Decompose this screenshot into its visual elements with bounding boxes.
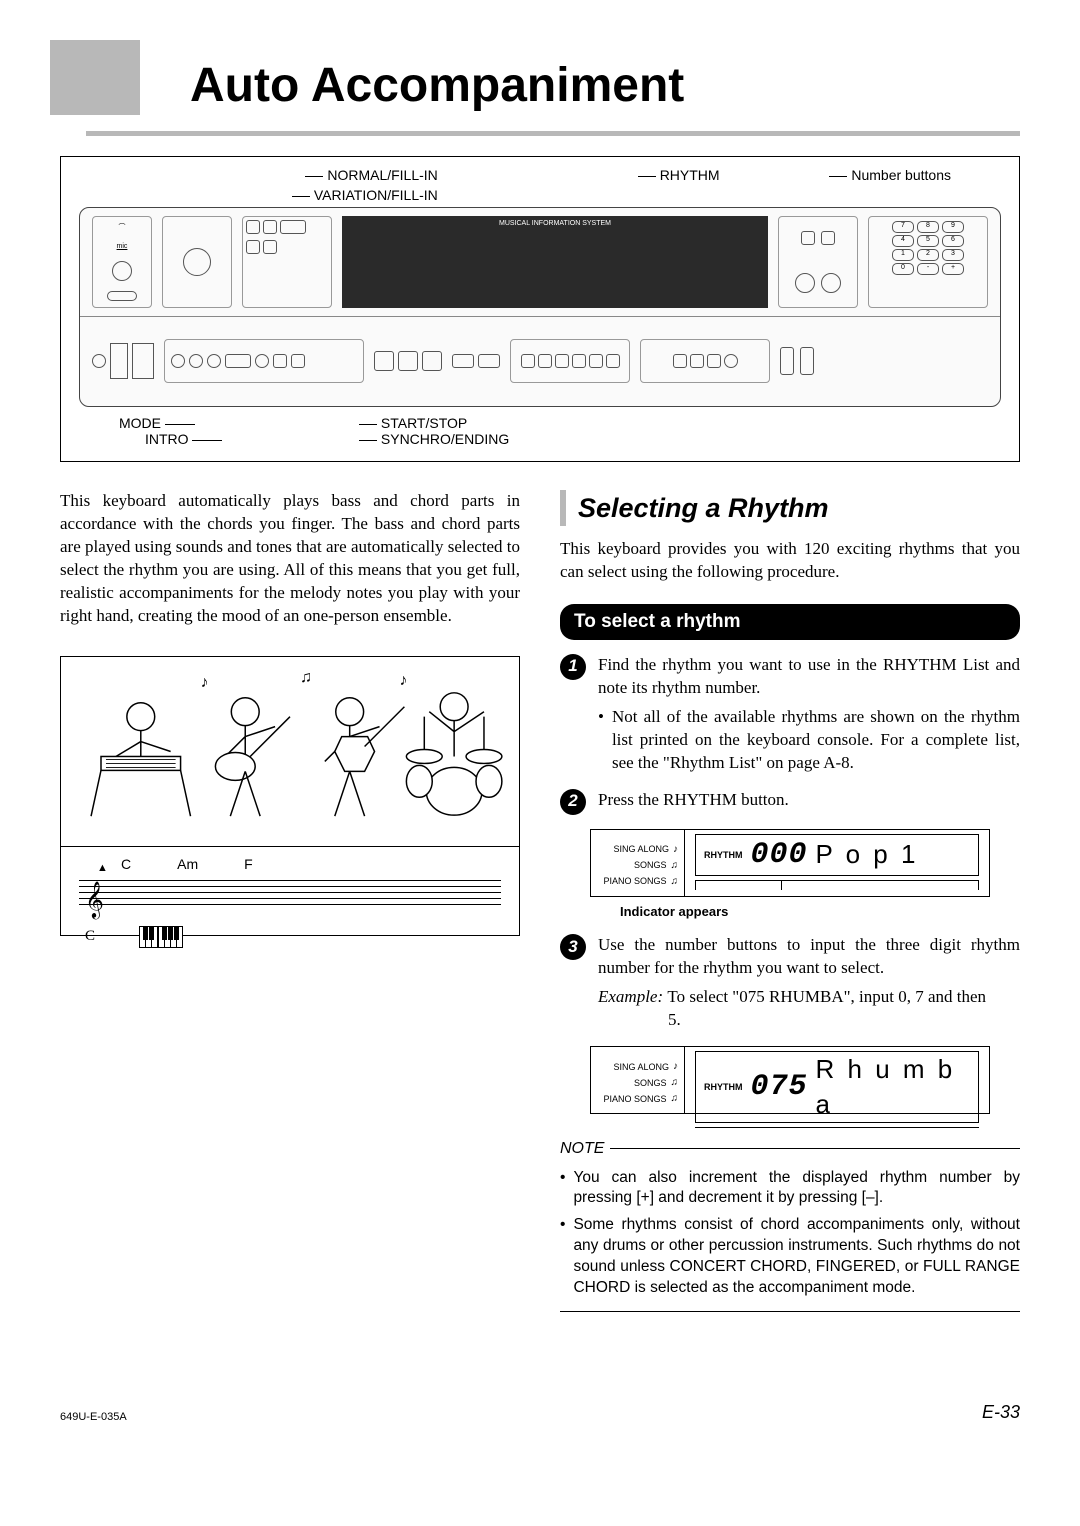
sub-heading: To select a rhythm bbox=[560, 604, 1020, 640]
step-number-3: 3 bbox=[560, 934, 586, 960]
svg-text:♪: ♪ bbox=[399, 671, 407, 688]
section-heading: Selecting a Rhythm bbox=[560, 490, 1020, 526]
step-1-text: Find the rhythm you want to use in the R… bbox=[598, 654, 1020, 700]
root-note-label: C bbox=[79, 926, 95, 946]
step-number-1: 1 bbox=[560, 654, 586, 680]
header-rule bbox=[86, 131, 1020, 136]
step-1: 1 Find the rhythm you want to use in the… bbox=[560, 654, 1020, 775]
lcd2-digits: 075 bbox=[751, 1067, 808, 1108]
label-number-buttons: Number buttons bbox=[851, 167, 951, 183]
label-mode: MODE bbox=[119, 415, 161, 431]
chord-3: F bbox=[244, 855, 253, 874]
page-title: Auto Accompaniment bbox=[60, 50, 1020, 113]
musicians-svg: ♪ ♫ ♪ bbox=[61, 657, 519, 846]
step-1-sub: Not all of the available rhythms are sho… bbox=[612, 706, 1020, 775]
chord-2: Am bbox=[177, 855, 198, 874]
number-pad: 789 456 123 0-+ bbox=[868, 216, 988, 308]
step-2: 2 Press the RHYTHM button. bbox=[560, 789, 1020, 815]
note-section: NOTE •You can also increment the display… bbox=[560, 1138, 1020, 1312]
note-title: NOTE bbox=[560, 1138, 604, 1160]
mini-keyboard-icon bbox=[139, 926, 183, 953]
chord-1: C bbox=[121, 856, 131, 872]
step-3-text: Use the number buttons to input the thre… bbox=[598, 934, 1020, 980]
keyboard-panel-illustration: ⌒ mic MUSICAL INFORMATION SYSTEM 789 bbox=[79, 207, 1001, 407]
page-footer: 649U-E-035A E-33 bbox=[60, 1402, 1020, 1423]
step-number-2: 2 bbox=[560, 789, 586, 815]
lcd1-name: P o p 1 bbox=[816, 837, 919, 872]
function-section bbox=[242, 216, 332, 308]
page-number: E-33 bbox=[982, 1402, 1020, 1423]
page-header: Auto Accompaniment bbox=[60, 50, 1020, 136]
example-prefix: Example: bbox=[598, 987, 663, 1006]
intro-paragraph: This keyboard automatically plays bass a… bbox=[60, 490, 520, 628]
mic-section: ⌒ mic bbox=[92, 216, 152, 308]
label-synchro-ending: SYNCHRO/ENDING bbox=[381, 431, 509, 447]
lcd1-digits: 000 bbox=[751, 835, 808, 876]
svg-text:♪: ♪ bbox=[200, 673, 208, 690]
lcd-display-2: SING ALONG♪ SONGS♫ PIANO SONGS♫ RHYTHM 0… bbox=[590, 1046, 1020, 1114]
document-id: 649U-E-035A bbox=[60, 1411, 127, 1423]
label-start-stop: START/STOP bbox=[381, 415, 467, 431]
indicator-appears-label: Indicator appears bbox=[620, 903, 1020, 921]
ensemble-illustration: ♪ ♫ ♪ ▲C Am F 𝄞 C bbox=[60, 656, 520, 936]
label-normal-fill: NORMAL/FILL-IN bbox=[327, 167, 437, 183]
example-body: To select "075 RHUMBA", input 0, 7 and t… bbox=[667, 987, 986, 1006]
step-2-text: Press the RHYTHM button. bbox=[598, 789, 1020, 812]
treble-clef-icon: 𝄞 bbox=[85, 878, 104, 921]
step-3: 3 Use the number buttons to input the th… bbox=[560, 934, 1020, 1032]
left-column: This keyboard automatically plays bass a… bbox=[60, 490, 520, 1312]
section-intro: This keyboard provides you with 120 exci… bbox=[560, 538, 1020, 584]
sing-along-section bbox=[162, 216, 232, 308]
label-variation-fill: VARIATION/FILL-IN bbox=[314, 187, 438, 203]
header-tab-graphic bbox=[50, 40, 140, 115]
right-column: Selecting a Rhythm This keyboard provide… bbox=[560, 490, 1020, 1312]
note-item-1: You can also increment the displayed rhy… bbox=[573, 1168, 1020, 1210]
label-rhythm: RHYTHM bbox=[660, 167, 720, 183]
lcd2-name: R h u m b a bbox=[816, 1052, 970, 1122]
lcd-display-1: SING ALONG♪ SONGS♫ PIANO SONGS♫ RHYTHM 0… bbox=[590, 829, 1020, 897]
example-tail: 5. bbox=[598, 1009, 1020, 1032]
rhythm-tone-section bbox=[778, 216, 858, 308]
note-item-2: Some rhythms consist of chord accompanim… bbox=[573, 1215, 1020, 1299]
label-intro: INTRO bbox=[145, 431, 189, 447]
lcd-screen: MUSICAL INFORMATION SYSTEM bbox=[342, 216, 768, 308]
svg-text:♫: ♫ bbox=[300, 668, 312, 685]
keyboard-diagram: NORMAL/FILL-IN VARIATION/FILL-IN RHYTHM … bbox=[60, 156, 1020, 462]
